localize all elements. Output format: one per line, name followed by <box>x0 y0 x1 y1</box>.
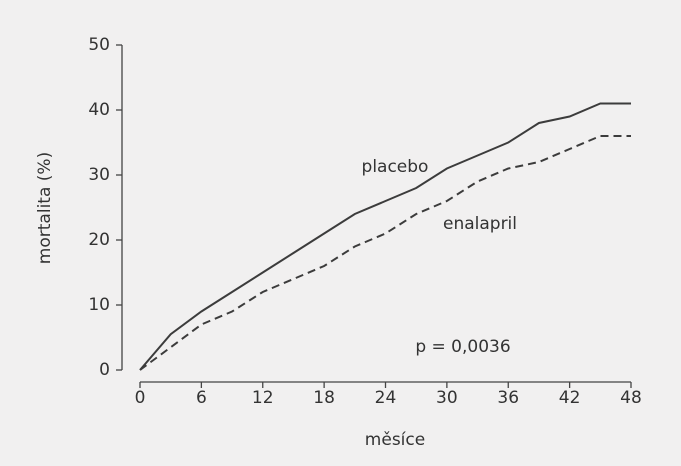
y-tick-label: 20 <box>88 230 110 250</box>
x-tick-label: 12 <box>252 388 274 408</box>
y-tick-label: 10 <box>88 295 110 315</box>
y-tick-label: 50 <box>88 35 110 55</box>
x-tick-label: 6 <box>196 388 207 408</box>
x-axis-label: měsíce <box>365 430 425 450</box>
x-tick-label: 18 <box>313 388 335 408</box>
annotation: p = 0,0036 <box>415 337 510 357</box>
series-label: placebo <box>362 157 429 177</box>
series-line <box>139 135 631 371</box>
x-tick-label: 24 <box>375 388 397 408</box>
y-tick-label: 0 <box>99 360 110 380</box>
y-tick-label: 40 <box>88 100 110 120</box>
series-line <box>139 102 631 371</box>
x-tick-label: 36 <box>497 388 519 408</box>
x-tick-label: 30 <box>436 388 458 408</box>
y-tick-label: 30 <box>88 165 110 185</box>
series-label: enalapril <box>443 214 517 234</box>
x-tick-label: 48 <box>620 388 642 408</box>
x-tick-label: 0 <box>135 388 146 408</box>
x-tick-label: 42 <box>559 388 581 408</box>
y-axis-label: mortalita (%) <box>35 152 55 264</box>
